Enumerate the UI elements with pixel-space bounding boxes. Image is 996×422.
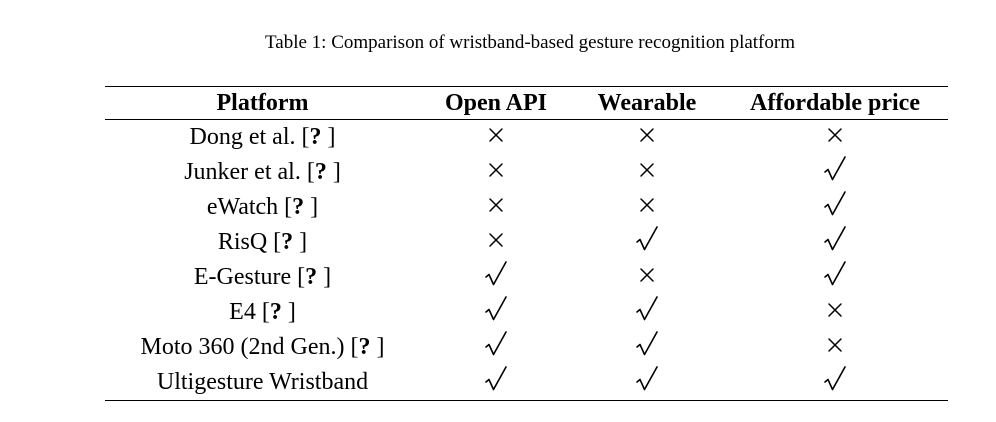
- column-header-platform: Platform: [216, 89, 309, 116]
- platform-name: eWatch [: [206, 194, 293, 220]
- platform-name-cell: E4 [? ]: [105, 295, 420, 330]
- open-api-cell: [420, 225, 572, 260]
- wearable-cell: [572, 120, 722, 156]
- citation-placeholder: ?: [309, 124, 322, 150]
- cross-icon: [483, 120, 509, 148]
- platform-name: Junker et al. [: [184, 159, 315, 185]
- citation-close-bracket: ]: [321, 124, 336, 150]
- platform-name: RisQ [: [217, 229, 282, 255]
- affordable-price-cell: [722, 120, 948, 156]
- comparison-table: Platform Open API Wearable Affordable pr…: [105, 86, 948, 401]
- table-header-row: Platform Open API Wearable Affordable pr…: [105, 86, 948, 120]
- open-api-cell: [420, 190, 572, 225]
- table-row: Ultigesture Wristband: [105, 365, 948, 401]
- affordable-price-cell: [722, 225, 948, 260]
- wearable-cell: [572, 260, 722, 295]
- platform-name-cell: E-Gesture [? ]: [105, 260, 420, 295]
- cross-icon: [634, 120, 660, 148]
- check-icon: [822, 155, 848, 183]
- citation-placeholder: ?: [314, 159, 327, 185]
- citation-placeholder: ?: [358, 334, 371, 360]
- platform-name-cell: Moto 360 (2nd Gen.) [? ]: [105, 330, 420, 365]
- column-header-wearable: Wearable: [597, 89, 697, 116]
- open-api-cell: [420, 260, 572, 295]
- wearable-cell: [572, 190, 722, 225]
- wearable-cell: [572, 330, 722, 365]
- citation-placeholder: ?: [292, 194, 305, 220]
- check-icon: [822, 225, 848, 253]
- open-api-cell: [420, 155, 572, 190]
- platform-name-cell: Junker et al. [? ]: [105, 155, 420, 190]
- platform-name-cell: Ultigesture Wristband: [105, 365, 420, 401]
- cross-icon: [822, 330, 848, 358]
- check-icon: [483, 260, 509, 288]
- table-row: Junker et al. [? ]: [105, 155, 948, 190]
- open-api-cell: [420, 365, 572, 401]
- affordable-price-cell: [722, 365, 948, 401]
- table-row: RisQ [? ]: [105, 225, 948, 260]
- cross-icon: [483, 190, 509, 218]
- open-api-cell: [420, 330, 572, 365]
- check-icon: [634, 330, 660, 358]
- table-row: E4 [? ]: [105, 295, 948, 330]
- check-icon: [822, 190, 848, 218]
- wearable-cell: [572, 365, 722, 401]
- platform-name-cell: Dong et al. [? ]: [105, 120, 420, 156]
- check-icon: [634, 365, 660, 393]
- platform-name: Moto 360 (2nd Gen.) [: [140, 334, 359, 360]
- cross-icon: [634, 260, 660, 288]
- platform-name: E4 [: [229, 299, 270, 325]
- wearable-cell: [572, 155, 722, 190]
- cross-icon: [822, 295, 848, 323]
- citation-placeholder: ?: [281, 229, 294, 255]
- column-header-affordable-price: Affordable price: [750, 89, 920, 116]
- platform-name-cell: eWatch [? ]: [105, 190, 420, 225]
- table-row: Dong et al. [? ]: [105, 120, 948, 156]
- citation-close-bracket: ]: [317, 264, 332, 290]
- open-api-cell: [420, 295, 572, 330]
- cross-icon: [634, 190, 660, 218]
- cross-icon: [634, 155, 660, 183]
- affordable-price-cell: [722, 155, 948, 190]
- affordable-price-cell: [722, 190, 948, 225]
- check-icon: [483, 330, 509, 358]
- affordable-price-cell: [722, 330, 948, 365]
- platform-name: Ultigesture Wristband: [156, 369, 369, 395]
- wearable-cell: [572, 225, 722, 260]
- citation-close-bracket: ]: [304, 194, 319, 220]
- affordable-price-cell: [722, 295, 948, 330]
- check-icon: [822, 260, 848, 288]
- check-icon: [483, 295, 509, 323]
- platform-name: Dong et al. [: [189, 124, 310, 150]
- check-icon: [634, 225, 660, 253]
- column-header-open-api: Open API: [444, 89, 548, 116]
- citation-close-bracket: ]: [370, 334, 385, 360]
- platform-name-cell: RisQ [? ]: [105, 225, 420, 260]
- citation-close-bracket: ]: [326, 159, 341, 185]
- citation-close-bracket: ]: [293, 229, 308, 255]
- platform-name: E-Gesture [: [193, 264, 306, 290]
- table-row: eWatch [? ]: [105, 190, 948, 225]
- wearable-cell: [572, 295, 722, 330]
- open-api-cell: [420, 120, 572, 156]
- check-icon: [822, 365, 848, 393]
- citation-placeholder: ?: [305, 264, 318, 290]
- cross-icon: [822, 120, 848, 148]
- cross-icon: [483, 155, 509, 183]
- table-row: Moto 360 (2nd Gen.) [? ]: [105, 330, 948, 365]
- check-icon: [634, 295, 660, 323]
- affordable-price-cell: [722, 260, 948, 295]
- cross-icon: [483, 225, 509, 253]
- table-row: E-Gesture [? ]: [105, 260, 948, 295]
- check-icon: [483, 365, 509, 393]
- table-body: Dong et al. [? ] Junker et al. [? ] eWatch…: [105, 120, 948, 401]
- citation-close-bracket: ]: [281, 299, 296, 325]
- citation-placeholder: ?: [269, 299, 282, 325]
- table-caption: Table 1: Comparison of wristband-based g…: [264, 32, 795, 53]
